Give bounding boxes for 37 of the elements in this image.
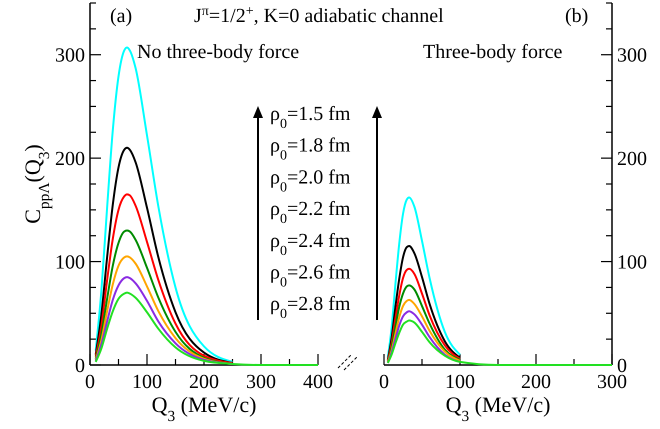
annotation: ρ$_{0}$=1.8 fm [270, 134, 351, 164]
y2-tick-label: 300 [617, 44, 647, 67]
line-series [386, 310, 461, 364]
annotation: ρ$_{0}$=2.4 fm [270, 230, 351, 258]
annotation: No three-body force [137, 41, 300, 63]
x-tick-label: 200 [521, 371, 551, 393]
line-series [386, 298, 461, 363]
y-tick-label: 200 [55, 148, 85, 170]
annotation: ρ$_{0}$=1.5 fm [270, 103, 351, 132]
y-tick-label: 300 [55, 44, 85, 67]
x-tick-label: 100 [445, 371, 475, 393]
annotation: (b) [565, 5, 588, 27]
annotation: ρ$_{0}$=2.2 fm [270, 198, 351, 227]
x-tick-label: 400 [303, 371, 333, 393]
x-axis-title: Q$_{3}$ (MeV/c) [152, 392, 256, 424]
line-series [386, 245, 461, 361]
x-tick-label: 200 [189, 371, 219, 393]
annotation: ρ$_{0}$=2.6 fm [270, 262, 351, 290]
annotation: (a) [110, 5, 132, 27]
y-tick-label: 0 [75, 355, 85, 377]
x-tick-label: 300 [246, 371, 276, 393]
line-series [386, 284, 461, 363]
y2-tick-label: 100 [617, 252, 647, 274]
annotation: ρ$_{0}$=2.8 fm [270, 293, 351, 322]
x-tick-label: 0 [379, 371, 389, 393]
x-axis-title: Q$_{3}$ (MeV/c) [446, 392, 550, 424]
x-tick-label: 100 [132, 371, 162, 393]
y2-tick-label: 200 [617, 148, 647, 170]
line-series [386, 268, 461, 362]
line-series [386, 320, 613, 366]
annotation: Three-body force [423, 41, 562, 63]
line-series [94, 193, 234, 364]
y-tick-label: 100 [55, 252, 85, 274]
x-tick-label: 300 [597, 371, 627, 393]
line-series [94, 255, 234, 365]
annotation: J$^{π}$=1/2$^{+}$, K=0 adiabatic channel [194, 4, 444, 27]
annotation: ρ$_{0}$=2.0 fm [270, 166, 351, 195]
